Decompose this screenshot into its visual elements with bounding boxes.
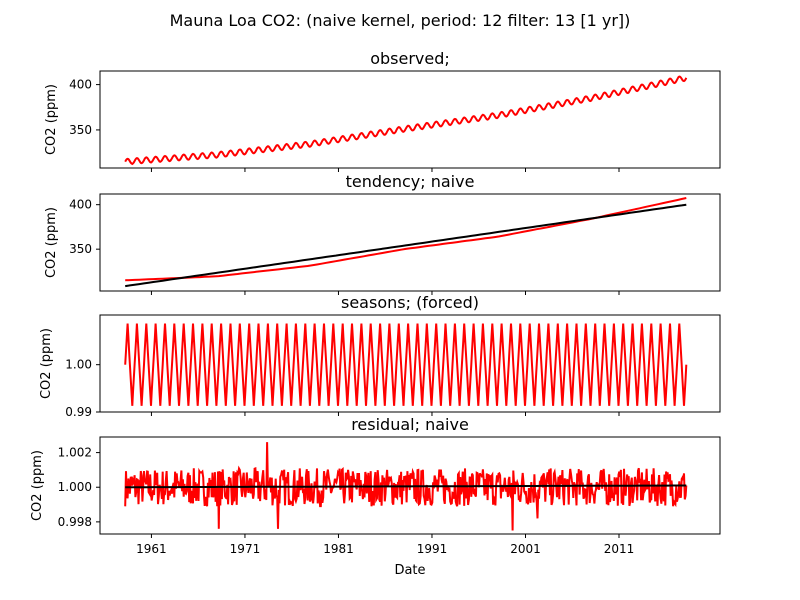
series-line-1 bbox=[124, 442, 688, 531]
y-tick-label: 1.00 bbox=[65, 358, 92, 372]
x-tick-label: 1991 bbox=[417, 542, 448, 556]
y-tick-label: 1.000 bbox=[58, 480, 92, 494]
y-tick-label: 0.998 bbox=[58, 515, 92, 529]
x-axis-label: Date bbox=[394, 563, 425, 578]
y-tick-label: 0.99 bbox=[65, 405, 92, 419]
y-tick-label: 350 bbox=[69, 123, 92, 137]
subplots: observed; CO2 (ppm) 350 400 tendency; naive C… bbox=[30, 49, 721, 556]
subplot-title: seasons; (forced) bbox=[341, 293, 479, 312]
subplot-title: residual; naive bbox=[351, 415, 469, 434]
y-tick-label: 400 bbox=[69, 198, 92, 212]
subplot-3: seasons; (forced) CO2 (ppm) 0.99 1.00 bbox=[39, 293, 721, 419]
subplot-title: observed; bbox=[370, 49, 450, 68]
plot-frame bbox=[99, 70, 721, 169]
x-tick-label: 1971 bbox=[230, 542, 261, 556]
subplot-1: observed; CO2 (ppm) 350 400 bbox=[44, 49, 721, 172]
subplot-title: tendency; naive bbox=[346, 172, 475, 191]
plot-frame bbox=[99, 436, 721, 535]
series-line-2 bbox=[125, 203, 687, 288]
x-tick-label: 2001 bbox=[510, 542, 541, 556]
y-axis-label: CO2 (ppm) bbox=[44, 84, 59, 155]
series-line-1 bbox=[125, 197, 687, 282]
subplot-4: residual; naive CO2 (ppm) 0.998 1.000 1.002 1… bbox=[30, 415, 721, 556]
y-tick-label: 400 bbox=[69, 78, 92, 92]
x-tick-label: 1961 bbox=[136, 542, 167, 556]
x-tick-label: 2011 bbox=[604, 542, 635, 556]
y-axis-label: CO2 (ppm) bbox=[30, 450, 45, 521]
y-axis-label: CO2 (ppm) bbox=[39, 328, 54, 399]
y-axis-label: CO2 (ppm) bbox=[44, 207, 59, 278]
subplot-2: tendency; naive CO2 (ppm) 350 400 bbox=[44, 172, 721, 295]
y-tick-label: 1.002 bbox=[58, 446, 92, 460]
plot-frame bbox=[99, 193, 721, 292]
figure-title: Mauna Loa CO2: (naive kernel, period: 12… bbox=[170, 11, 631, 30]
x-tick-label: 1981 bbox=[323, 542, 354, 556]
series-line-1 bbox=[124, 323, 688, 406]
y-tick-label: 350 bbox=[69, 242, 92, 256]
plot-frame bbox=[99, 314, 721, 413]
series-line-1 bbox=[124, 75, 688, 166]
series-line-2 bbox=[125, 484, 687, 489]
